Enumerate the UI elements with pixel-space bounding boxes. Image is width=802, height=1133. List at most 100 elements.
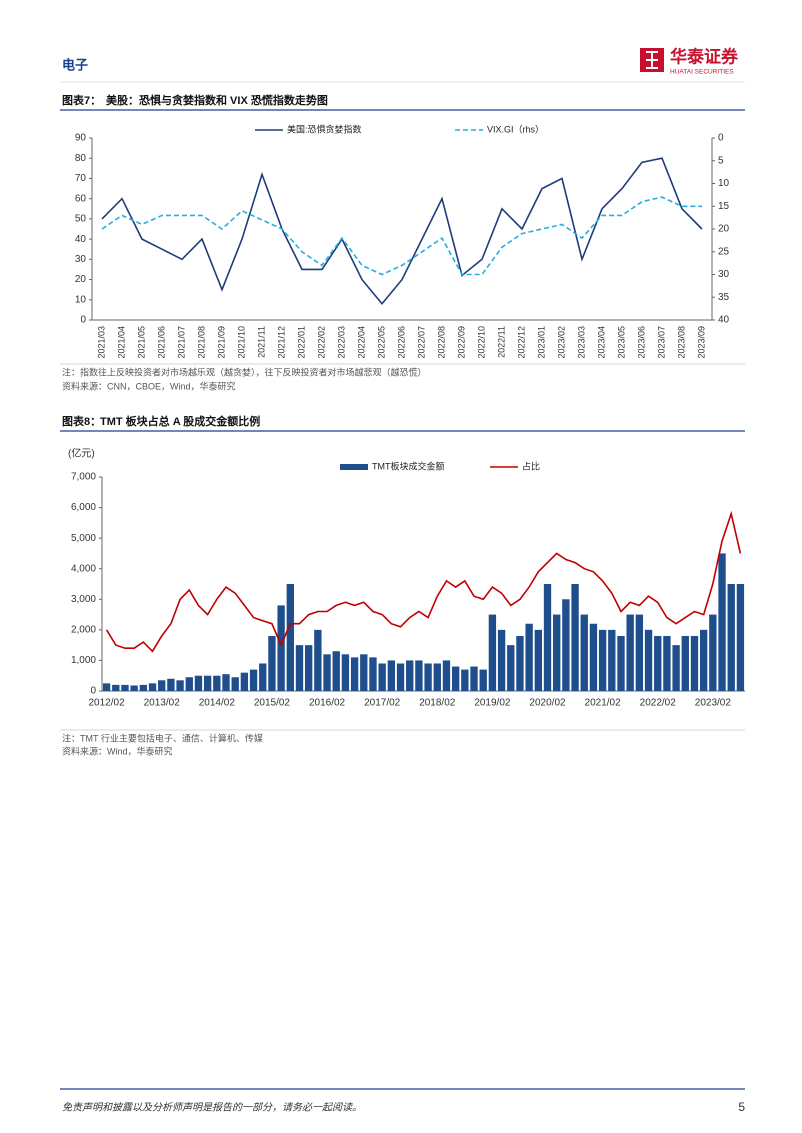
y-tick-label: 40 <box>718 315 730 326</box>
bar <box>718 553 726 691</box>
bar <box>479 669 487 691</box>
bar <box>158 680 166 691</box>
y-tick-label: 4,000 <box>71 563 96 574</box>
x-tick-label: 2023/07 <box>656 326 666 359</box>
x-tick-label: 2023/06 <box>636 326 646 359</box>
bar <box>112 684 120 691</box>
brand-en: HUATAI SECURITIES <box>670 69 734 76</box>
bar <box>589 623 598 691</box>
bar <box>709 614 717 691</box>
bar <box>369 657 377 691</box>
bar <box>488 614 497 691</box>
x-tick-label: 2022/09 <box>456 326 466 359</box>
x-tick-label: 2023/03 <box>576 326 586 359</box>
x-tick-label: 2023/09 <box>696 326 706 359</box>
line <box>101 157 703 306</box>
bar <box>378 663 386 691</box>
x-tick-label: 2015/02 <box>254 698 291 709</box>
bar <box>286 584 294 691</box>
x-tick-label: 2018/02 <box>419 698 456 709</box>
bar <box>470 666 478 691</box>
y-tick-label: 7,000 <box>71 472 96 483</box>
bar <box>249 669 258 691</box>
bar <box>635 614 644 691</box>
bar <box>654 635 662 691</box>
bar <box>213 675 221 691</box>
x-tick-label: 2013/02 <box>144 698 181 709</box>
bar <box>139 684 148 691</box>
x-tick-label: 2021/11 <box>256 326 266 358</box>
x-tick-label: 2023/05 <box>616 326 626 359</box>
line <box>101 196 702 276</box>
bar <box>295 645 304 691</box>
x-tick-label: 2021/06 <box>156 326 166 359</box>
x-tick-label: 2022/02 <box>316 326 326 359</box>
x-tick-label: 2022/10 <box>476 326 486 359</box>
y-tick-label: 30 <box>75 254 87 265</box>
bar <box>727 584 735 691</box>
x-tick-label: 2023/08 <box>676 326 686 359</box>
x-tick-label: 2022/02 <box>640 698 677 709</box>
y-axis-unit: (亿元) <box>68 447 95 460</box>
x-tick-label: 2022/12 <box>516 326 526 359</box>
section: 电子 <box>62 57 88 72</box>
y-tick-label: 90 <box>75 133 87 144</box>
x-tick-label: 2022/05 <box>376 326 386 359</box>
x-tick-label: 2021/10 <box>236 326 246 359</box>
legend-swatch <box>340 464 368 470</box>
bar <box>736 584 745 691</box>
bar <box>148 683 157 691</box>
bar <box>185 677 193 691</box>
line <box>105 510 742 653</box>
bar <box>231 677 239 691</box>
bar <box>672 645 680 691</box>
bar <box>507 645 515 691</box>
brand: 华泰证券 <box>670 46 739 66</box>
y-tick-label: 6,000 <box>71 502 96 513</box>
bar <box>690 635 699 691</box>
x-tick-label: 2021/07 <box>176 326 186 359</box>
bar <box>167 678 175 691</box>
bar <box>203 675 212 691</box>
y-tick-label: 0 <box>90 686 96 697</box>
bar <box>323 654 331 691</box>
x-tick-label: 2023/02 <box>695 698 732 709</box>
figure-title: TMT 板块占总 A 股成交金额比例 <box>100 414 260 428</box>
y-tick-label: 0 <box>80 315 86 326</box>
bar <box>617 635 625 691</box>
bar <box>644 629 653 691</box>
figure-label: 图表8： <box>62 414 101 428</box>
source: 资料来源：CNN，CBOE，Wind，华泰研究 <box>62 380 236 391</box>
bar <box>176 680 184 691</box>
note: 注：指数往上反映投资者对市场越乐观（越贪婪），往下反映投资者对市场越悲观（越恐慌… <box>62 366 427 377</box>
x-tick-label: 2022/06 <box>396 326 406 359</box>
y-tick-label: 5,000 <box>71 533 96 544</box>
bar <box>562 599 570 691</box>
bar <box>396 663 405 691</box>
bar <box>663 635 671 691</box>
x-tick-label: 2022/04 <box>356 326 366 359</box>
y-tick-label: 15 <box>718 201 730 212</box>
x-tick-label: 2022/08 <box>436 326 446 359</box>
y-tick-label: 10 <box>75 294 87 305</box>
x-tick-label: 2012/02 <box>89 698 126 709</box>
bar <box>121 684 129 691</box>
bar <box>516 635 524 691</box>
bar <box>424 663 432 691</box>
bar <box>102 683 111 691</box>
y-tick-label: 20 <box>718 224 730 235</box>
disclaimer: 免责声明和披露以及分析师声明是报告的一部分，请务必一起阅读。 <box>62 1102 362 1114</box>
y-tick-label: 3,000 <box>71 594 96 605</box>
x-tick-label: 2017/02 <box>364 698 401 709</box>
legend-label: VIX.GI（rhs） <box>487 124 544 134</box>
legend-label: TMT板块成交金额 <box>372 460 445 471</box>
bar <box>571 584 579 691</box>
bar <box>415 660 423 691</box>
x-tick-label: 2021/09 <box>216 326 226 359</box>
bar <box>553 614 561 691</box>
bar <box>277 605 285 691</box>
x-tick-label: 2019/02 <box>474 698 511 709</box>
bar <box>433 663 441 691</box>
bar <box>240 672 249 691</box>
bar <box>580 614 588 691</box>
